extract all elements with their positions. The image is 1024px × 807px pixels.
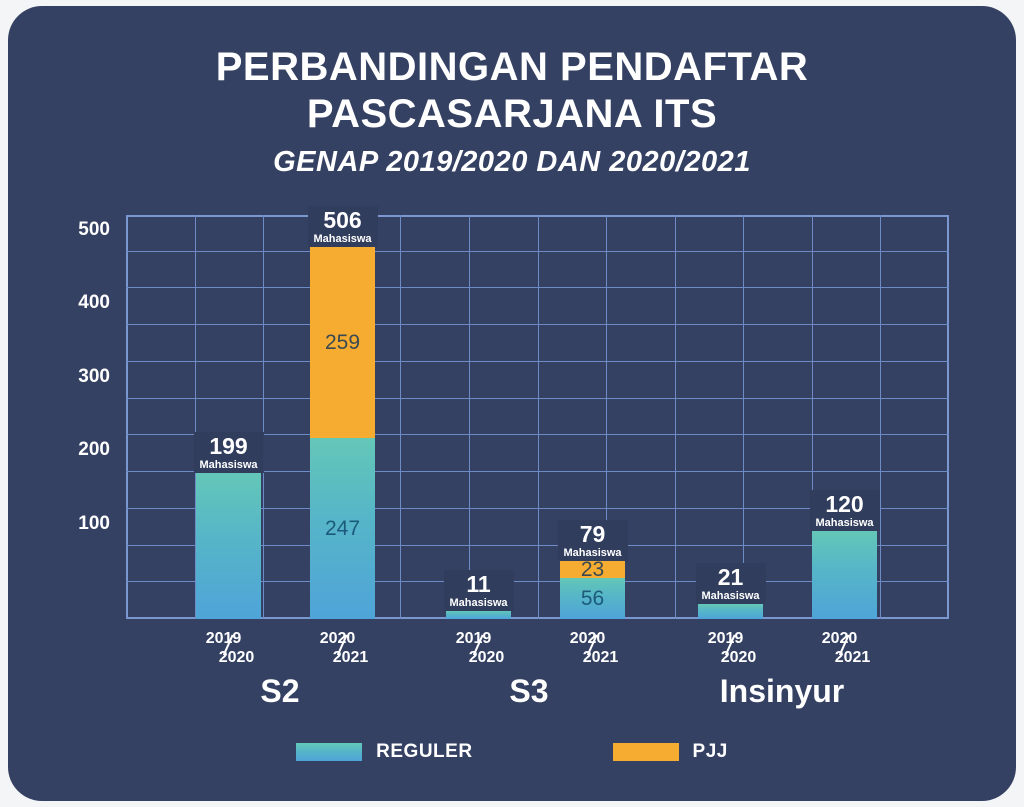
legend-label: REGULER [376, 741, 473, 762]
bar-s2-2020-2021: 506 Mahasiswa 259 247 2020 2021 [307, 206, 378, 666]
x-tick-label: 2019 2020 [203, 629, 255, 667]
x-tick-label: 2020 2021 [819, 629, 871, 667]
group-label-s3: S3 [509, 673, 549, 709]
bar-segment-reguler [446, 610, 511, 619]
x-tick-label: 2020 2021 [317, 629, 369, 667]
bar-unit-label: Mahasiswa [563, 546, 622, 559]
y-tick-label: 500 [78, 218, 110, 240]
legend-swatch-icon [296, 743, 363, 761]
bar-total-label: 120 Mahasiswa [809, 489, 880, 531]
x-tick-year-end: 2020 [468, 649, 505, 666]
bar-segment-reguler: 247 [310, 437, 375, 619]
bar-unit-label: Mahasiswa [701, 589, 760, 602]
x-tick-label: 2019 2020 [453, 629, 505, 667]
x-tick-label: 2020 2021 [567, 629, 619, 667]
gridline-vertical [743, 215, 745, 619]
title-line-1: PERBANDINGAN PENDAFTAR [215, 45, 809, 89]
chart-panel: PERBANDINGAN PENDAFTAR PASCASARJANA ITS … [8, 6, 1016, 801]
bar-total-value: 21 [717, 563, 744, 590]
x-tick-year-end: 2020 [720, 649, 757, 666]
y-tick-label: 300 [78, 365, 110, 387]
gridline-vertical [468, 215, 470, 619]
bar-total-label: 506 Mahasiswa [307, 206, 378, 248]
title-line-2: PASCASARJANA ITS [306, 92, 718, 136]
legend-label: PJJ [692, 741, 728, 762]
segment-value-label: 259 [324, 330, 361, 354]
bar-unit-label: Mahasiswa [449, 596, 508, 609]
plot-area: 100 200 300 400 500 199 Mahasiswa 2019 2020 506 M… [78, 206, 949, 666]
bar-total-label: 21 Mahasiswa [695, 562, 766, 604]
bar-total-label: 79 Mahasiswa [557, 519, 628, 561]
gridline-vertical [194, 215, 196, 619]
x-tick-year-end: 2021 [332, 649, 369, 666]
bar-insinyur-2020-2021: 120 Mahasiswa 2020 2021 [809, 489, 880, 666]
bar-total-value: 199 [209, 432, 248, 459]
bar-unit-label: Mahasiswa [313, 233, 372, 246]
x-tick-year-end: 2021 [582, 649, 619, 666]
bar-segment-reguler [812, 530, 877, 619]
x-tick-label: 2019 2020 [705, 629, 757, 667]
bar-segment-reguler [698, 603, 763, 619]
segment-value-label: 56 [580, 586, 605, 610]
bar-total-label: 199 Mahasiswa [193, 431, 264, 473]
bar-total-value: 11 [466, 570, 491, 597]
legend-item-reguler[interactable]: REGULER [296, 741, 472, 763]
group-label-s2: S2 [260, 673, 300, 709]
segment-value-label: 23 [580, 557, 605, 581]
bar-total-value: 120 [825, 490, 864, 517]
x-tick-year-start: 2019 [205, 630, 242, 647]
x-tick-year-start: 2019 [455, 630, 492, 647]
legend-swatch-icon [612, 743, 679, 761]
y-tick-label: 200 [78, 439, 110, 461]
x-tick-year-end: 2020 [218, 649, 255, 666]
bar-s3-2020-2021: 79 Mahasiswa 23 56 2020 2021 [557, 519, 628, 666]
bar-unit-label: Mahasiswa [199, 458, 258, 471]
chart-subtitle: GENAP 2019/2020 DAN 2020/2021 [273, 146, 751, 178]
bar-segment-pjj: 23 [560, 557, 625, 581]
bar-segment-pjj: 259 [310, 247, 375, 438]
x-tick-year-end: 2021 [834, 649, 871, 666]
chart-legend: REGULER PJJ [8, 741, 1016, 763]
x-tick-year-start: 2020 [319, 630, 356, 647]
bar-total-value: 506 [323, 207, 362, 234]
bar-s3-2019-2020: 11 Mahasiswa 2019 2020 [443, 569, 514, 666]
x-tick-year-start: 2019 [707, 630, 744, 647]
bar-insinyur-2019-2020: 21 Mahasiswa 2019 2020 [695, 562, 766, 666]
bar-s2-2019-2020: 199 Mahasiswa 2019 2020 [193, 431, 264, 666]
gridline-vertical [880, 215, 882, 619]
bar-total-label: 11 Mahasiswa [443, 569, 514, 611]
gridline-vertical [263, 215, 265, 619]
legend-item-pjj[interactable]: PJJ [612, 741, 728, 763]
bar-segment-reguler: 56 [560, 577, 625, 619]
y-tick-label: 400 [78, 292, 110, 314]
x-tick-year-start: 2020 [569, 630, 606, 647]
bar-unit-label: Mahasiswa [815, 516, 874, 529]
gridline-vertical [537, 215, 539, 619]
x-tick-year-start: 2020 [821, 630, 858, 647]
segment-value-label: 247 [324, 516, 361, 540]
bar-total-value: 79 [579, 520, 606, 547]
group-label-insinyur: Insinyur [719, 673, 845, 709]
y-tick-label: 100 [78, 512, 110, 534]
gridline-vertical [606, 215, 608, 619]
gridline-vertical [811, 215, 813, 619]
bar-segment-reguler [196, 472, 261, 619]
title-block: PERBANDINGAN PENDAFTAR PASCASARJANA ITS … [8, 44, 1016, 182]
gridline-vertical [674, 215, 676, 619]
gridline-vertical [400, 215, 402, 619]
